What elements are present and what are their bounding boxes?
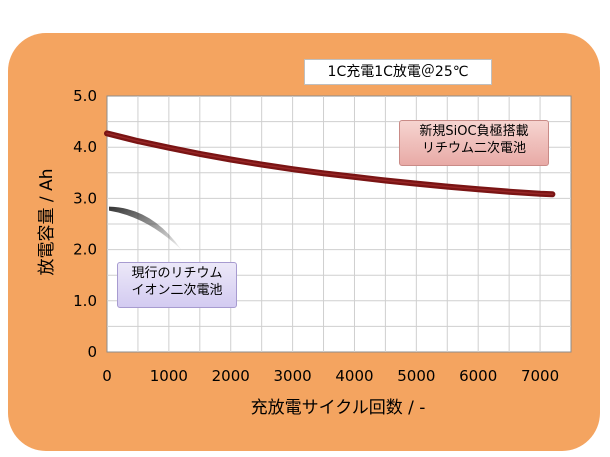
- chart-title: 1C充電1C放電＠25℃: [304, 59, 492, 85]
- series-line-new-battery-highlight: [106, 132, 554, 196]
- y-tick-label: 4.0: [73, 138, 97, 156]
- current-battery-annotation: 現行のリチウム イオン二次電池: [117, 262, 237, 308]
- series-mark-current-battery: [109, 206, 182, 250]
- new-battery-annotation-line-1: 新規SiOC負極搭載: [419, 124, 529, 139]
- y-axis-label: 放電容量 / Ah: [37, 169, 57, 276]
- current-battery-annotation-line-1: 現行のリチウム: [131, 266, 223, 281]
- y-ticks: 0 1.0 2.0 3.0 4.0 5.0: [73, 87, 97, 361]
- new-battery-annotation: 新規SiOC負極搭載 リチウム二次電池: [399, 120, 549, 166]
- x-tick-label: 3000: [274, 367, 312, 385]
- x-tick-label: 4000: [335, 367, 373, 385]
- x-tick-label: 1000: [150, 367, 188, 385]
- x-ticks: 0 1000 2000 3000 4000 5000 6000 7000: [102, 367, 559, 385]
- y-tick-label: 0: [87, 343, 97, 361]
- y-tick-label: 5.0: [73, 87, 97, 105]
- series-layer: [104, 130, 556, 250]
- y-tick-label: 3.0: [73, 189, 97, 207]
- new-battery-annotation-line-2: リチウム二次電池: [421, 141, 526, 156]
- x-axis-label: 充放電サイクル回数 / -: [251, 398, 426, 418]
- x-tick-label: 2000: [212, 367, 250, 385]
- x-tick-label: 6000: [459, 367, 497, 385]
- x-tick-label: 5000: [397, 367, 435, 385]
- y-tick-label: 1.0: [73, 292, 97, 310]
- x-tick-label: 0: [102, 367, 112, 385]
- current-battery-annotation-line-2: イオン二次電池: [131, 283, 223, 298]
- x-tick-label: 7000: [521, 367, 559, 385]
- y-tick-label: 2.0: [73, 241, 97, 259]
